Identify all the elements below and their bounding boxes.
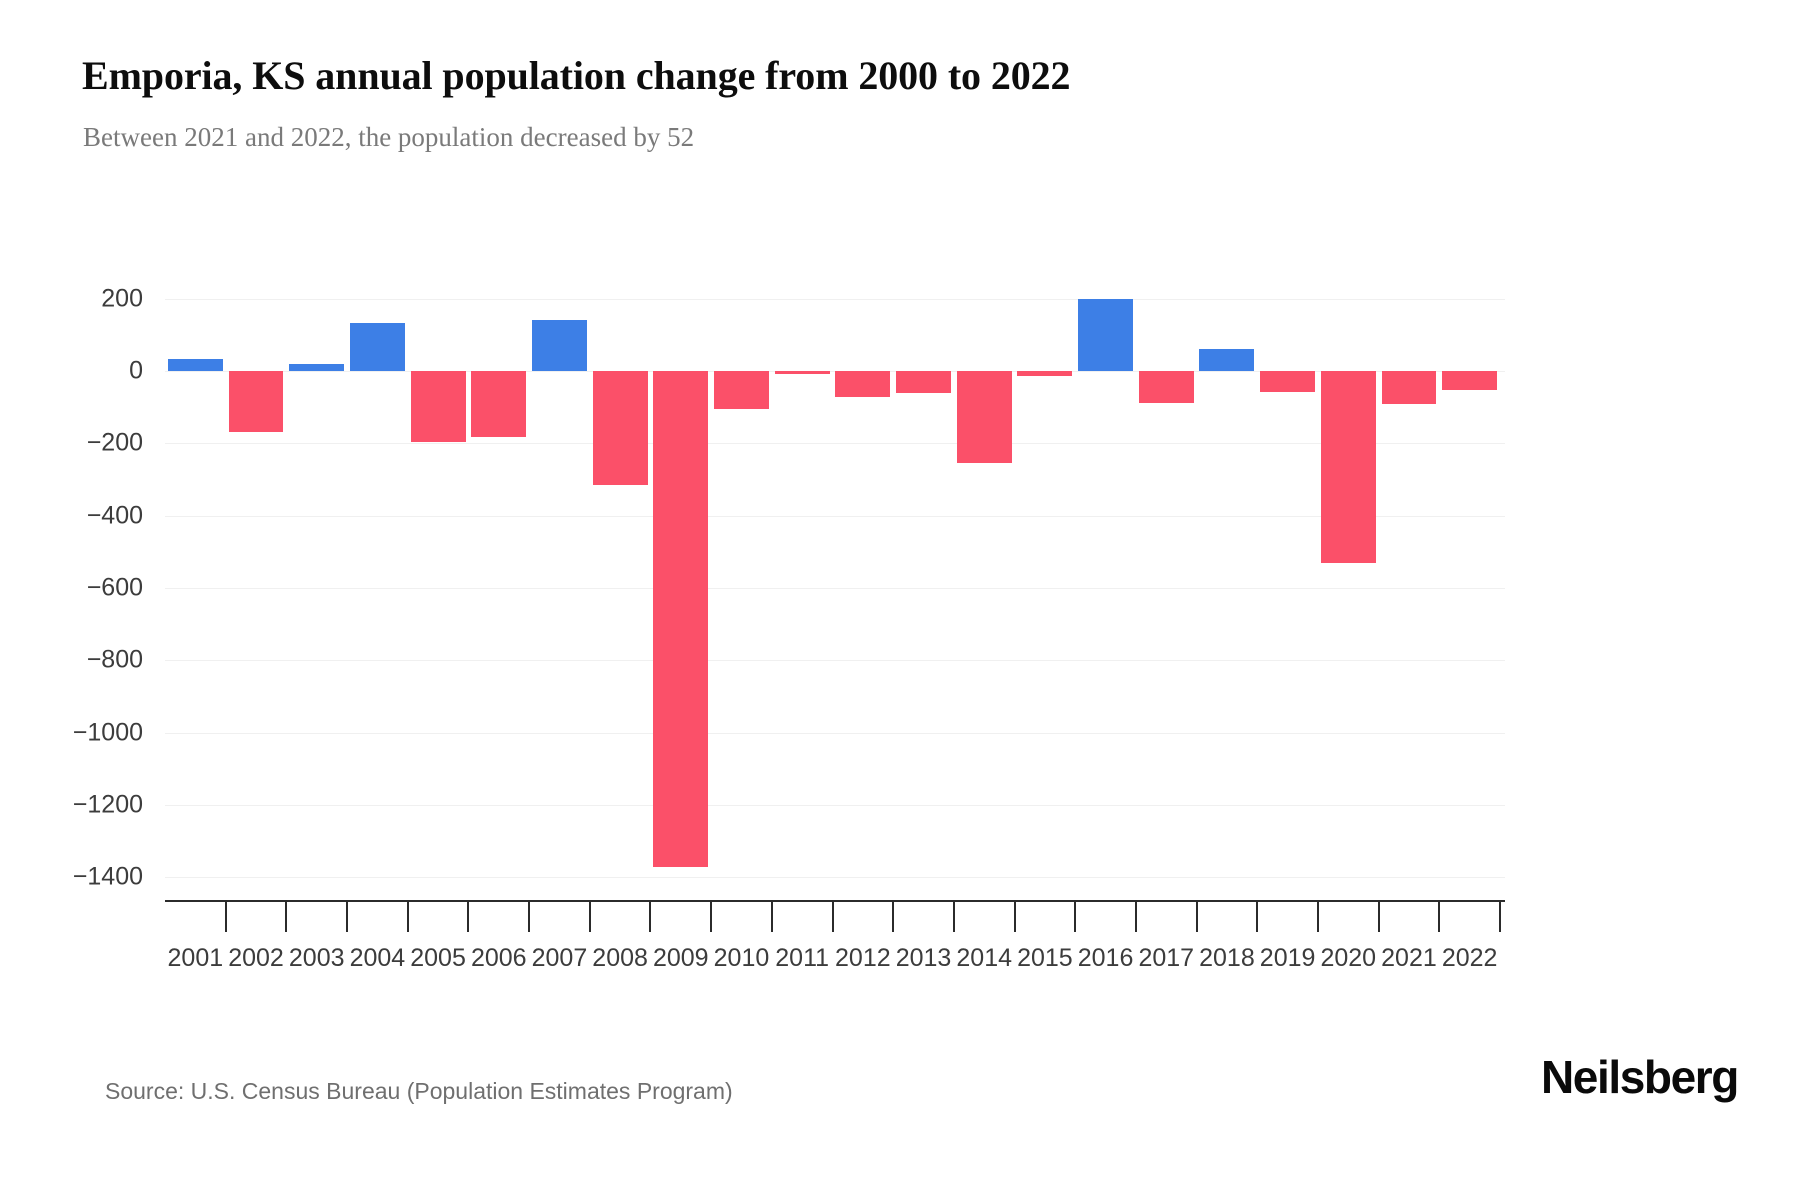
brand-logo: Neilsberg <box>1540 1051 1739 1103</box>
y-gridline <box>165 660 1505 661</box>
x-axis-tick <box>346 902 349 932</box>
bar-2013[interactable] <box>896 371 951 394</box>
chart-subtitle: Between 2021 and 2022, the population de… <box>83 122 695 152</box>
bar-2018[interactable] <box>1199 348 1255 371</box>
x-axis-tick-label-2016: 2016 <box>1077 944 1134 972</box>
y-gridline <box>165 443 1505 444</box>
x-axis-tick-label-2005: 2005 <box>410 944 466 972</box>
bar-2012[interactable] <box>835 371 891 398</box>
x-axis-tick-label-2022: 2022 <box>1441 944 1498 972</box>
x-axis-tick <box>1438 902 1441 932</box>
bar-2010[interactable] <box>714 371 769 409</box>
x-axis-tick <box>710 902 713 932</box>
bar-2022[interactable] <box>1442 371 1498 390</box>
x-axis-tick-label-2007: 2007 <box>531 944 588 972</box>
x-axis-tick <box>1256 902 1259 932</box>
y-axis-tick-label: −800 <box>86 645 143 674</box>
y-axis-tick-label: −1200 <box>72 790 143 819</box>
y-axis-tick-label: −1400 <box>72 862 143 891</box>
bar-2007[interactable] <box>531 320 587 371</box>
x-axis-tick-label-2006: 2006 <box>470 944 527 972</box>
bar-2004[interactable] <box>349 322 405 371</box>
bar-2020[interactable] <box>1320 371 1376 564</box>
x-axis-tick-label-2008: 2008 <box>592 944 648 972</box>
x-axis-tick-label-2004: 2004 <box>349 944 406 972</box>
y-axis-tick-label: 0 <box>129 356 143 385</box>
y-axis-tick-label: −400 <box>86 501 143 530</box>
source-note: Source: U.S. Census Bureau (Population E… <box>105 1078 733 1104</box>
x-axis-tick <box>528 902 531 932</box>
x-axis-tick <box>831 902 834 932</box>
x-axis-tick-label-2018: 2018 <box>1199 944 1255 972</box>
y-axis-tick-label: −600 <box>86 573 143 602</box>
x-axis-tick <box>406 902 409 932</box>
y-gridline <box>165 877 1505 878</box>
x-axis-tick <box>1499 902 1501 932</box>
bar-2002[interactable] <box>228 371 284 433</box>
page-title: Emporia, KS annual population change fro… <box>82 53 1071 98</box>
x-axis-tick-label-2002: 2002 <box>228 944 284 972</box>
bar-2009[interactable] <box>653 371 709 868</box>
x-axis-tick-label-2014: 2014 <box>956 944 1013 972</box>
bar-2005[interactable] <box>410 371 466 442</box>
x-axis-tick <box>467 902 470 932</box>
x-axis-tick <box>1074 902 1077 932</box>
x-axis-tick <box>285 902 288 932</box>
x-axis-tick-label-2021: 2021 <box>1381 944 1437 972</box>
bar-2001[interactable] <box>167 358 223 371</box>
bar-2019[interactable] <box>1260 371 1316 392</box>
x-axis-tick-label-2020: 2020 <box>1320 944 1377 972</box>
bar-2021[interactable] <box>1381 371 1437 405</box>
x-axis-tick-label-2010: 2010 <box>713 944 770 972</box>
bar-2014[interactable] <box>956 371 1012 464</box>
bar-2008[interactable] <box>592 371 648 485</box>
x-axis-tick <box>1134 902 1137 932</box>
x-axis-tick <box>952 902 955 932</box>
x-axis-tick <box>1013 902 1016 932</box>
bar-2003[interactable] <box>289 364 345 371</box>
x-axis-tick-label-2009: 2009 <box>652 944 709 972</box>
y-axis-tick-label: −1000 <box>72 718 143 747</box>
x-axis-tick <box>588 902 591 932</box>
x-axis-tick <box>224 902 227 932</box>
x-axis-tick <box>1377 902 1380 932</box>
x-axis-tick-label-2011: 2011 <box>775 944 830 972</box>
x-axis-tick-label-2012: 2012 <box>835 944 891 972</box>
x-axis-tick <box>770 902 773 932</box>
y-gridline <box>165 299 1505 300</box>
x-axis-tick-label-2015: 2015 <box>1017 944 1073 972</box>
bar-2006[interactable] <box>471 371 527 437</box>
y-gridline <box>165 733 1505 734</box>
y-axis-tick-label: 200 <box>101 284 143 313</box>
x-axis-tick <box>1316 902 1319 932</box>
y-gridline <box>165 588 1505 589</box>
x-axis-tick-label-2017: 2017 <box>1138 944 1195 972</box>
x-axis-tick <box>1195 902 1198 932</box>
x-axis-tick-label-2001: 2001 <box>167 944 224 972</box>
bar-2017[interactable] <box>1138 371 1194 403</box>
y-gridline <box>165 371 1505 372</box>
bar-2016[interactable] <box>1078 298 1134 371</box>
x-axis-tick <box>649 902 652 932</box>
y-gridline <box>165 805 1505 806</box>
bar-2011[interactable] <box>774 371 830 374</box>
x-axis-tick-label-2019: 2019 <box>1259 944 1316 972</box>
x-axis-tick-label-2013: 2013 <box>895 944 952 972</box>
y-gridline <box>165 516 1505 517</box>
bar-2015[interactable] <box>1017 371 1073 376</box>
x-axis-tick <box>892 902 895 932</box>
y-axis-tick-label: −200 <box>86 428 143 457</box>
x-axis-line <box>165 900 1505 902</box>
x-axis-tick-label-2003: 2003 <box>288 944 345 972</box>
